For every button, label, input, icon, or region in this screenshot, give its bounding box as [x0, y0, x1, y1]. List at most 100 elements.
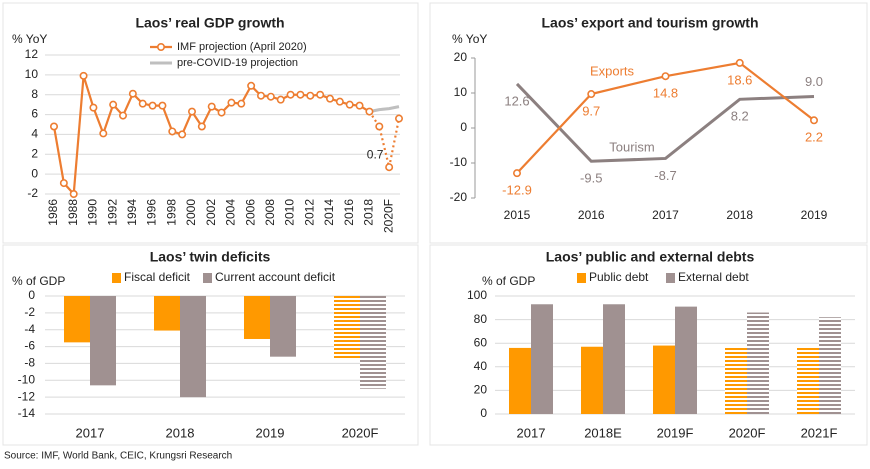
- bar: [360, 296, 386, 389]
- x-tick-label: 2010: [283, 199, 297, 226]
- data-point: [79, 71, 88, 80]
- x-tick-label: 2016: [342, 199, 356, 226]
- data-point: [49, 122, 58, 131]
- data-point: [119, 111, 128, 120]
- legend-label: pre-COVID-19 projection: [177, 57, 298, 69]
- legend-label: External debt: [678, 270, 749, 284]
- y-axis-label: % of GDP: [482, 274, 535, 288]
- y-tick-label: -6: [24, 339, 35, 353]
- data-point: [99, 129, 108, 138]
- bar: [725, 347, 747, 414]
- data-label: -8.7: [654, 168, 676, 183]
- series-label: Tourism: [609, 139, 655, 154]
- data-label: 8.2: [731, 109, 749, 124]
- x-tick-label: 1996: [145, 199, 159, 226]
- y-tick-label: -2: [27, 186, 38, 200]
- data-point: [128, 89, 137, 98]
- data-point: [385, 163, 394, 172]
- legend-label: Public debt: [589, 270, 649, 284]
- series-line: [515, 82, 815, 163]
- panel-frame: [2, 244, 419, 446]
- chart-title: Laos’ public and external debts: [546, 249, 755, 265]
- data-label: 9.0: [805, 74, 823, 89]
- y-tick-label: 20: [474, 383, 488, 397]
- data-point: [735, 58, 744, 67]
- data-label: 14.8: [653, 86, 678, 101]
- x-tick-label: 2004: [224, 199, 238, 226]
- y-tick-label: -14: [18, 406, 36, 420]
- legend-label: Current account deficit: [215, 270, 336, 284]
- data-point: [296, 90, 305, 99]
- x-tick-label: 2000: [184, 199, 198, 226]
- bar: [334, 296, 360, 360]
- bar: [90, 296, 116, 386]
- bar: [675, 306, 697, 414]
- data-point: [197, 122, 206, 131]
- data-point: [345, 100, 354, 109]
- y-tick-label: 10: [454, 85, 468, 99]
- x-tick-label: 1994: [125, 199, 139, 226]
- x-tick-label: 1986: [46, 199, 60, 226]
- data-point: [394, 114, 403, 123]
- bar: [154, 296, 180, 331]
- data-label: -12.9: [502, 183, 532, 198]
- data-point: [325, 94, 334, 103]
- legend-swatch: [112, 273, 121, 283]
- x-tick-label: 2017: [76, 425, 105, 440]
- data-point: [809, 116, 818, 125]
- data-point: [306, 91, 315, 100]
- x-tick-label: 2018: [166, 425, 195, 440]
- x-tick-label: 2017: [517, 425, 546, 440]
- bar: [747, 312, 769, 414]
- data-point: [256, 91, 265, 100]
- series-label: Exports: [590, 63, 635, 78]
- x-tick-label: 2018: [726, 208, 753, 222]
- y-tick-label: -8: [24, 356, 35, 370]
- x-tick-label: 2018: [362, 199, 376, 226]
- legend-swatch: [666, 273, 675, 283]
- legend-marker: [157, 42, 166, 51]
- data-point: [316, 90, 325, 99]
- x-tick-label: 2014: [322, 199, 336, 226]
- y-tick-label: -20: [450, 190, 468, 204]
- bar: [244, 296, 270, 339]
- x-tick-label: 2020F: [729, 425, 766, 440]
- y-tick-label: 4: [31, 127, 38, 141]
- data-point: [276, 95, 285, 104]
- data-point: [178, 130, 187, 139]
- x-tick-label: 2021F: [801, 425, 838, 440]
- data-label: 9.7: [582, 103, 600, 118]
- y-tick-label: 6: [31, 107, 38, 121]
- panel-frame: [429, 2, 868, 244]
- data-point: [59, 179, 68, 188]
- y-tick-label: -2: [24, 305, 35, 319]
- data-label: 18.6: [727, 72, 752, 87]
- data-point: [69, 190, 78, 199]
- data-point: [109, 100, 118, 109]
- x-tick-label: 1990: [86, 199, 100, 226]
- x-tick-label: 2020F: [381, 199, 395, 233]
- data-label: 2.2: [805, 130, 823, 145]
- y-tick-label: 20: [454, 50, 468, 64]
- data-point: [375, 122, 384, 131]
- bar: [603, 304, 625, 414]
- panel-frame: [2, 2, 419, 244]
- x-tick-label: 2020F: [342, 425, 379, 440]
- x-tick-label: 2002: [204, 199, 218, 226]
- data-point: [207, 102, 216, 111]
- bar: [180, 296, 206, 398]
- data-point: [148, 101, 157, 110]
- y-axis-label: % YoY: [12, 32, 47, 46]
- panel-frame: [429, 244, 868, 446]
- data-label: -9.5: [580, 171, 602, 186]
- data-point: [89, 103, 98, 112]
- y-axis-label: % YoY: [452, 32, 487, 46]
- y-tick-label: 80: [474, 312, 488, 326]
- y-tick-label: -4: [24, 322, 35, 336]
- data-point: [217, 108, 226, 117]
- y-tick-label: 60: [474, 335, 488, 349]
- legend-swatch: [203, 273, 212, 283]
- y-axis-label: % of GDP: [12, 274, 65, 288]
- bar: [653, 345, 675, 414]
